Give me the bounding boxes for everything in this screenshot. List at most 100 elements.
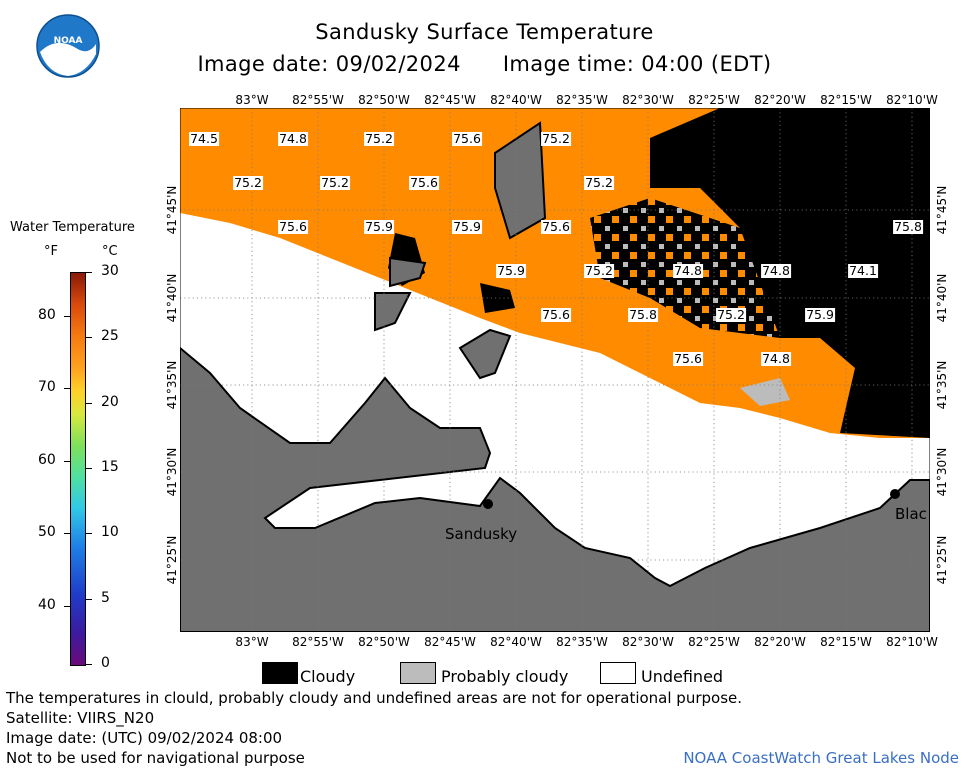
legend-undefined-swatch [600, 662, 636, 684]
land-area [180, 346, 930, 632]
navigation-warning: Not to be used for navigational purpose [6, 749, 305, 767]
colorbar-tick-c: 20 [101, 393, 119, 410]
lon-label-top: 82°10'W [886, 93, 938, 107]
lat-label-right: 41°30'N [935, 447, 949, 497]
colorbar-tickmark-f [64, 315, 70, 317]
lat-label-right: 41°40'N [935, 273, 949, 323]
lon-label-top: 82°50'W [358, 93, 410, 107]
temperature-label: 75.6 [673, 351, 703, 366]
lon-label-bottom: 82°25'W [688, 635, 740, 649]
lon-label-bottom: 82°55'W [292, 635, 344, 649]
lat-label-left: 41°25'N [165, 535, 179, 585]
unit-celsius: °C [102, 244, 118, 259]
lat-label-left: 41°35'N [165, 360, 179, 410]
island [389, 256, 427, 288]
temperature-label: 75.2 [320, 175, 350, 190]
temperature-map [180, 108, 930, 632]
city-marker-sandusky [483, 499, 493, 509]
lon-label-bottom: 82°40'W [490, 635, 542, 649]
legend-cloudy-label: Cloudy [300, 667, 356, 686]
lat-label-left: 41°30'N [165, 447, 179, 497]
colorbar-tickmark-f [64, 605, 70, 607]
legend-undefined-label: Undefined [641, 667, 724, 686]
lon-label-top: 82°20'W [754, 93, 806, 107]
colorbar-tick-f: 60 [38, 451, 56, 468]
temperature-label: 75.2 [541, 131, 571, 146]
temperature-label: 75.6 [541, 219, 571, 234]
lon-label-bottom: 82°45'W [424, 635, 476, 649]
temperature-label: 75.9 [805, 307, 835, 322]
temperature-label: 74.8 [761, 351, 791, 366]
image-date-time: Image date: 09/02/2024 Image time: 04:00 … [0, 52, 969, 76]
credit-text: NOAA CoastWatch Great Lakes Node [683, 749, 959, 767]
colorbar-title: Water Temperature [10, 220, 135, 235]
lon-label-bottom: 82°35'W [556, 635, 608, 649]
graticule [180, 108, 930, 632]
temperature-label: 74.8 [278, 131, 308, 146]
legend-probably-cloudy-label: Probably cloudy [441, 667, 569, 686]
lat-label-left: 41°40'N [165, 273, 179, 323]
colorbar-tick-f: 40 [38, 596, 56, 613]
temperature-label: 75.2 [584, 263, 614, 278]
lat-label-right: 41°25'N [935, 535, 949, 585]
colorbar-tickmark-c [86, 598, 92, 600]
temperature-label: 75.8 [628, 307, 658, 322]
temperature-label: 75.9 [496, 263, 526, 278]
lon-label-top: 83°W [235, 93, 269, 107]
colorbar-tick-c: 25 [101, 328, 119, 345]
colorbar-tickmark-c [86, 402, 92, 404]
colorbar-tick-c: 5 [101, 589, 110, 606]
image-date: Image date: 09/02/2024 [197, 52, 461, 76]
lon-label-bottom: 82°20'W [754, 635, 806, 649]
island [458, 328, 512, 380]
temperature-label: 74.5 [189, 131, 219, 146]
temperature-label: 75.2 [716, 307, 746, 322]
lon-label-top: 82°55'W [292, 93, 344, 107]
colorbar-tick-c: 10 [101, 524, 119, 541]
lon-label-bottom: 82°30'W [622, 635, 674, 649]
lon-label-top: 82°25'W [688, 93, 740, 107]
lat-label-right: 41°45'N [935, 185, 949, 235]
lon-label-top: 82°35'W [556, 93, 608, 107]
legend-probably-cloudy-swatch [400, 662, 436, 684]
colorbar-tick-f: 50 [38, 524, 56, 541]
unit-fahrenheit: °F [44, 244, 58, 259]
city-marker-blac [890, 489, 900, 499]
lat-label-left: 41°45'N [165, 185, 179, 235]
temperature-label: 75.2 [364, 131, 394, 146]
colorbar-tickmark-f [64, 460, 70, 462]
lon-label-bottom: 82°10'W [886, 635, 938, 649]
noaa-logo-icon: NOAA [36, 14, 100, 78]
colorbar-tickmark-c [86, 664, 92, 665]
temperature-label: 74.1 [848, 263, 878, 278]
temperature-label: 75.6 [278, 219, 308, 234]
lon-label-bottom: 82°15'W [820, 635, 872, 649]
satellite-line: Satellite: VIIRS_N20 [6, 709, 155, 727]
colorbar-tickmark-c [86, 337, 92, 339]
lon-label-top: 82°45'W [424, 93, 476, 107]
colorbar-tick-c: 30 [101, 263, 119, 279]
temperature-label: 75.2 [584, 175, 614, 190]
temperature-label: 75.9 [364, 219, 394, 234]
image-time: Image time: 04:00 (EDT) [502, 52, 772, 76]
utc-date-line: Image date: (UTC) 09/02/2024 08:00 [6, 729, 283, 747]
island [494, 121, 547, 240]
colorbar-tickmark-c [86, 468, 92, 469]
city-label-sandusky: Sandusky [445, 525, 518, 543]
temperature-label: 75.6 [541, 307, 571, 322]
temperature-label: 74.8 [761, 263, 791, 278]
lon-label-top: 82°30'W [622, 93, 674, 107]
colorbar-tickmark-c [86, 533, 92, 535]
legend-cloudy-swatch [262, 662, 298, 684]
colorbar [70, 272, 86, 666]
city-label-blac: Blac [895, 505, 927, 523]
lon-label-bottom: 83°W [235, 635, 269, 649]
lon-label-top: 82°40'W [490, 93, 542, 107]
temperature-label: 74.8 [673, 263, 703, 278]
logo-text: NOAA [54, 36, 83, 46]
lon-label-bottom: 82°50'W [358, 635, 410, 649]
colorbar-tick-c: 0 [101, 655, 110, 671]
disclaimer-line: The temperatures in clould, probably clo… [6, 689, 743, 707]
lat-label-right: 41°35'N [935, 360, 949, 410]
colorbar-tickmark-c [86, 272, 92, 273]
